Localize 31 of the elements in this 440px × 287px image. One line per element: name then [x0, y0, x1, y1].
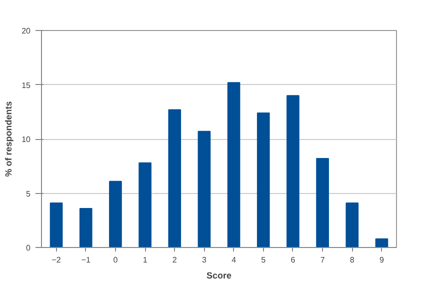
bar	[50, 202, 63, 248]
bar	[375, 238, 388, 248]
x-tick-label: 0	[113, 256, 118, 264]
bar	[286, 95, 300, 248]
x-axis-title: Score	[206, 270, 232, 280]
bar	[138, 162, 152, 248]
x-tick-label: 3	[202, 256, 207, 264]
bar	[346, 202, 359, 248]
bar	[316, 158, 329, 248]
y-tick-label: 20	[22, 26, 32, 36]
bar	[109, 180, 122, 248]
bar	[168, 109, 182, 248]
bar	[198, 130, 211, 248]
y-tick-label: 0	[26, 244, 32, 252]
y-tick-label: 10	[22, 135, 32, 144]
x-tick-label: 7	[320, 256, 326, 264]
x-tick-label: 6	[290, 256, 296, 264]
x-tick-label: −2	[52, 256, 62, 264]
bar	[227, 82, 240, 248]
y-axis-title: % of respondents	[4, 101, 14, 177]
x-tick-label: 8	[350, 256, 355, 264]
x-tick-label: 2	[172, 256, 178, 264]
x-tick-label: 4	[232, 256, 237, 264]
x-tick-label: 1	[142, 256, 148, 264]
bar	[79, 208, 92, 248]
x-tick-label: 5	[261, 256, 266, 264]
x-tick-label: 9	[379, 256, 384, 264]
x-tick-label: −1	[81, 256, 91, 264]
y-tick-label: 15	[22, 80, 32, 90]
y-tick-label: 5	[26, 189, 32, 198]
bar	[256, 112, 270, 248]
